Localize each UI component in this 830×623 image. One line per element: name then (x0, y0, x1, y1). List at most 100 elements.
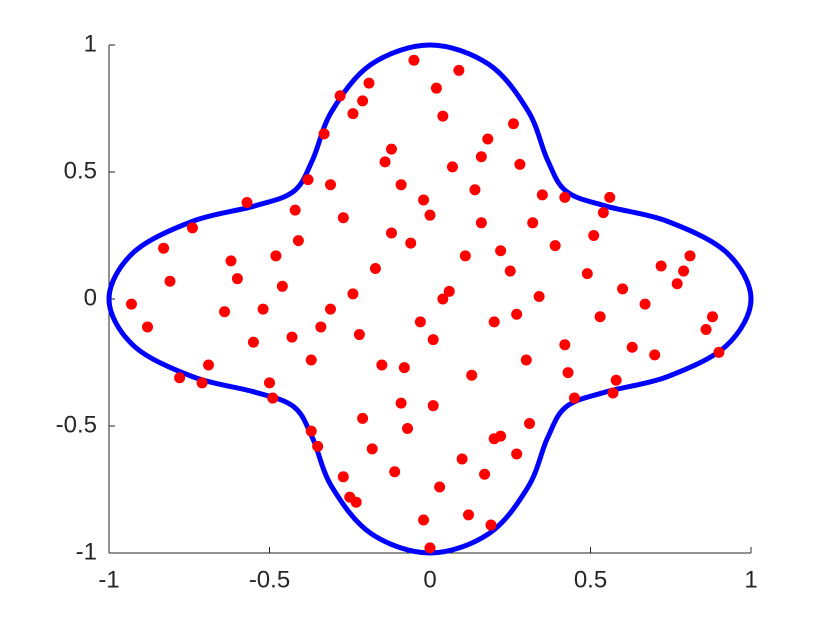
point (511, 308, 523, 320)
point (241, 196, 253, 208)
point (164, 275, 176, 287)
point (495, 245, 507, 257)
x-tick-label: 0 (423, 566, 436, 593)
point (350, 496, 362, 508)
point (488, 433, 500, 445)
point (469, 184, 481, 196)
point (324, 179, 336, 191)
point (507, 118, 519, 130)
point (402, 423, 414, 435)
point (466, 369, 478, 381)
point (639, 298, 651, 310)
point (463, 509, 475, 521)
point (369, 263, 381, 275)
point (418, 514, 430, 526)
point (334, 90, 346, 102)
point (536, 189, 548, 201)
point (568, 392, 580, 404)
point (414, 316, 426, 328)
point (408, 54, 420, 66)
point (443, 285, 455, 297)
point (305, 425, 317, 437)
point (405, 237, 417, 249)
point (231, 273, 243, 285)
point (315, 321, 327, 333)
point (520, 354, 532, 366)
point (588, 230, 600, 241)
point (479, 468, 491, 480)
point (524, 417, 536, 429)
point (430, 82, 442, 94)
point (424, 209, 436, 221)
point (485, 519, 497, 531)
point (446, 161, 458, 173)
point (706, 311, 718, 323)
point (395, 397, 407, 409)
point (527, 217, 539, 229)
point (357, 412, 369, 424)
point (597, 207, 609, 219)
point (289, 204, 301, 216)
point (581, 268, 593, 280)
point (459, 250, 471, 262)
y-tick-label: 0.5 (64, 157, 97, 184)
point (514, 158, 526, 170)
point (549, 240, 561, 252)
point (434, 481, 446, 493)
point (475, 151, 487, 163)
point (366, 443, 378, 455)
point (324, 303, 336, 315)
point (312, 440, 324, 452)
point (559, 191, 571, 203)
point (186, 222, 198, 234)
point (257, 303, 269, 315)
point (389, 466, 401, 478)
point (533, 290, 545, 302)
point (395, 179, 407, 191)
x-tick-label: 1 (744, 566, 757, 593)
curve (106, 42, 754, 556)
point (125, 298, 137, 310)
point (347, 288, 359, 300)
point (174, 372, 186, 384)
point (286, 331, 298, 343)
point (678, 265, 690, 277)
point (617, 283, 629, 295)
point (604, 191, 616, 203)
point (427, 334, 439, 346)
point (225, 255, 237, 267)
point (142, 321, 154, 333)
point (270, 250, 282, 262)
point (671, 278, 683, 290)
point (684, 250, 696, 262)
point (385, 143, 397, 155)
point (504, 265, 516, 277)
point (713, 346, 725, 358)
point (427, 400, 439, 412)
point (437, 110, 449, 122)
point (649, 349, 661, 361)
point (655, 260, 667, 272)
point (347, 108, 359, 120)
point (488, 316, 500, 328)
x-tick-label: 0.5 (574, 566, 607, 593)
point (264, 377, 275, 389)
point (302, 174, 314, 186)
point (353, 329, 365, 341)
point (363, 77, 375, 89)
point (337, 212, 349, 224)
point (247, 336, 259, 348)
point (607, 387, 619, 399)
point (196, 377, 208, 389)
point (305, 354, 317, 366)
point (158, 242, 170, 254)
point (700, 323, 712, 335)
point (456, 453, 468, 465)
point (437, 293, 449, 305)
point (424, 542, 436, 554)
y-tick-label: 1 (84, 30, 97, 57)
point (385, 227, 397, 239)
point (398, 362, 410, 374)
point (562, 367, 574, 379)
